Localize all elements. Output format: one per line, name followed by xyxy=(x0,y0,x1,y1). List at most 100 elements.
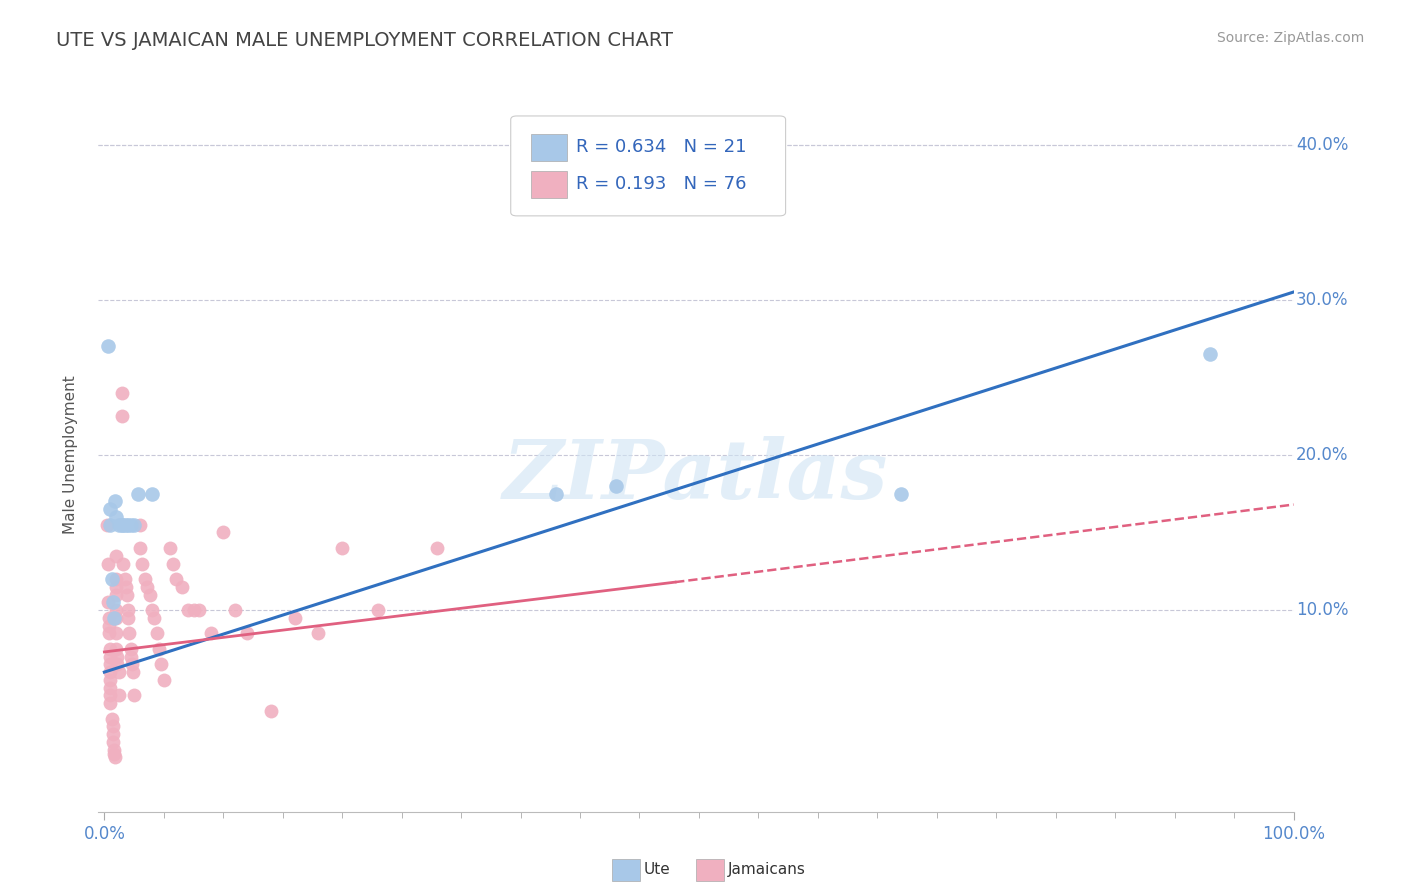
Text: UTE VS JAMAICAN MALE UNEMPLOYMENT CORRELATION CHART: UTE VS JAMAICAN MALE UNEMPLOYMENT CORREL… xyxy=(56,31,673,50)
Text: 10.0%: 10.0% xyxy=(1296,601,1348,619)
Point xyxy=(890,486,912,500)
Point xyxy=(284,611,307,625)
Point xyxy=(101,727,124,741)
Point xyxy=(101,735,124,749)
Point xyxy=(98,689,121,703)
Point xyxy=(183,603,205,617)
Point xyxy=(104,494,127,508)
Point xyxy=(98,673,121,687)
Point xyxy=(170,580,193,594)
Point xyxy=(105,549,128,563)
Point xyxy=(143,611,166,625)
Point xyxy=(117,603,139,617)
Point xyxy=(605,479,627,493)
Point xyxy=(103,611,125,625)
Point xyxy=(98,611,121,625)
Point xyxy=(426,541,449,555)
Point xyxy=(165,572,187,586)
Point xyxy=(105,611,128,625)
Point xyxy=(129,517,152,532)
Point xyxy=(105,641,128,656)
Point xyxy=(118,626,141,640)
Point xyxy=(159,541,181,555)
Point xyxy=(141,486,163,500)
Point xyxy=(111,385,134,400)
Text: ZIPatlas: ZIPatlas xyxy=(503,436,889,516)
Point xyxy=(98,681,121,695)
Point xyxy=(105,510,128,524)
Point xyxy=(1199,347,1222,361)
Point xyxy=(138,588,160,602)
Point xyxy=(330,541,353,555)
Point xyxy=(188,603,211,617)
Point xyxy=(105,580,128,594)
Point xyxy=(111,409,134,424)
Point xyxy=(236,626,259,640)
Point xyxy=(307,626,329,640)
Point xyxy=(145,626,167,640)
Point xyxy=(101,595,124,609)
Point xyxy=(107,657,129,672)
Point xyxy=(148,641,170,656)
Point xyxy=(131,557,153,571)
Point xyxy=(122,517,145,532)
Text: R = 0.634   N = 21: R = 0.634 N = 21 xyxy=(576,138,747,156)
Text: 20.0%: 20.0% xyxy=(1296,446,1348,464)
Text: 40.0%: 40.0% xyxy=(1296,136,1348,153)
Point xyxy=(104,750,127,764)
Text: Ute: Ute xyxy=(644,863,671,877)
Point xyxy=(129,541,152,555)
Point xyxy=(162,557,184,571)
Point xyxy=(122,689,145,703)
Text: Jamaicans: Jamaicans xyxy=(728,863,806,877)
Point xyxy=(98,657,121,672)
Point xyxy=(127,486,149,500)
Point xyxy=(98,696,121,710)
Point xyxy=(546,486,568,500)
FancyBboxPatch shape xyxy=(531,171,567,198)
Point xyxy=(136,580,159,594)
Point xyxy=(224,603,246,617)
Point xyxy=(176,603,198,617)
Point xyxy=(98,649,121,664)
Point xyxy=(260,704,283,718)
Point xyxy=(97,595,120,609)
Point xyxy=(107,649,129,664)
Point xyxy=(98,502,121,516)
Point xyxy=(100,572,122,586)
Point xyxy=(103,747,125,762)
Point xyxy=(114,517,136,532)
Point xyxy=(107,517,129,532)
Point xyxy=(105,626,128,640)
Point xyxy=(117,611,139,625)
Point xyxy=(121,657,143,672)
Point xyxy=(141,603,163,617)
Text: 30.0%: 30.0% xyxy=(1296,291,1348,309)
Point xyxy=(112,557,135,571)
Point xyxy=(98,618,121,632)
Point xyxy=(115,588,138,602)
Point xyxy=(212,525,235,540)
FancyBboxPatch shape xyxy=(531,134,567,161)
Point xyxy=(100,712,122,726)
Point xyxy=(105,603,128,617)
Point xyxy=(120,517,142,532)
Text: Source: ZipAtlas.com: Source: ZipAtlas.com xyxy=(1216,31,1364,45)
Point xyxy=(101,719,124,733)
Point xyxy=(98,517,121,532)
Point xyxy=(120,649,142,664)
FancyBboxPatch shape xyxy=(510,116,786,216)
Point xyxy=(96,517,118,532)
Point xyxy=(97,339,120,353)
Point xyxy=(122,665,145,679)
Point xyxy=(97,557,120,571)
Point xyxy=(111,517,134,532)
Point xyxy=(134,572,156,586)
Point xyxy=(114,572,136,586)
Point xyxy=(200,626,222,640)
Point xyxy=(153,673,176,687)
Y-axis label: Male Unemployment: Male Unemployment xyxy=(63,376,77,534)
Point xyxy=(98,641,121,656)
Point xyxy=(150,657,173,672)
Point xyxy=(114,580,136,594)
